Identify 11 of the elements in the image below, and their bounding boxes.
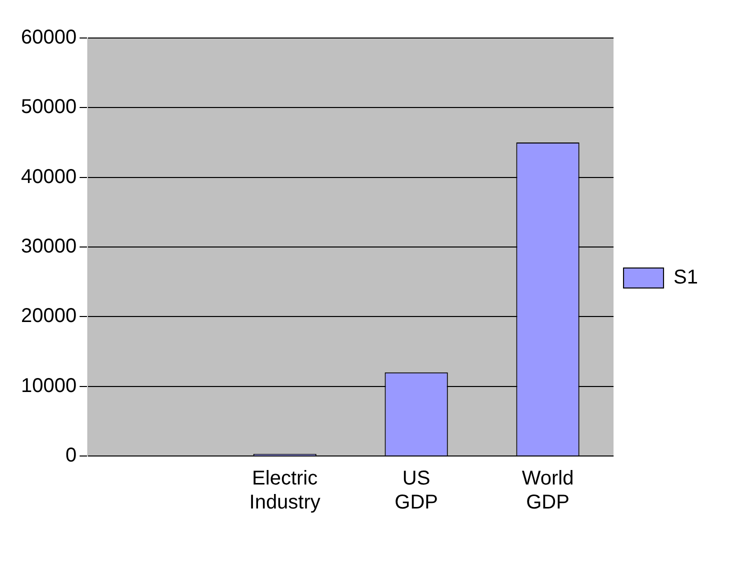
x-tick-label: Electric Industry xyxy=(249,468,320,514)
y-tick-label: 10000 xyxy=(20,374,77,397)
y-tick-label: 50000 xyxy=(20,96,77,118)
y-tick-label: 30000 xyxy=(20,236,77,258)
y-tick-label: 0 xyxy=(65,444,77,467)
y-tick-label: 40000 xyxy=(20,166,77,188)
x-tick-label: US GDP xyxy=(394,468,438,514)
y-tick-label: 20000 xyxy=(20,305,77,328)
y-tick-label: 60000 xyxy=(20,26,77,49)
legend-label: S1 xyxy=(674,266,698,289)
x-tick-label: World GDP xyxy=(522,468,574,514)
